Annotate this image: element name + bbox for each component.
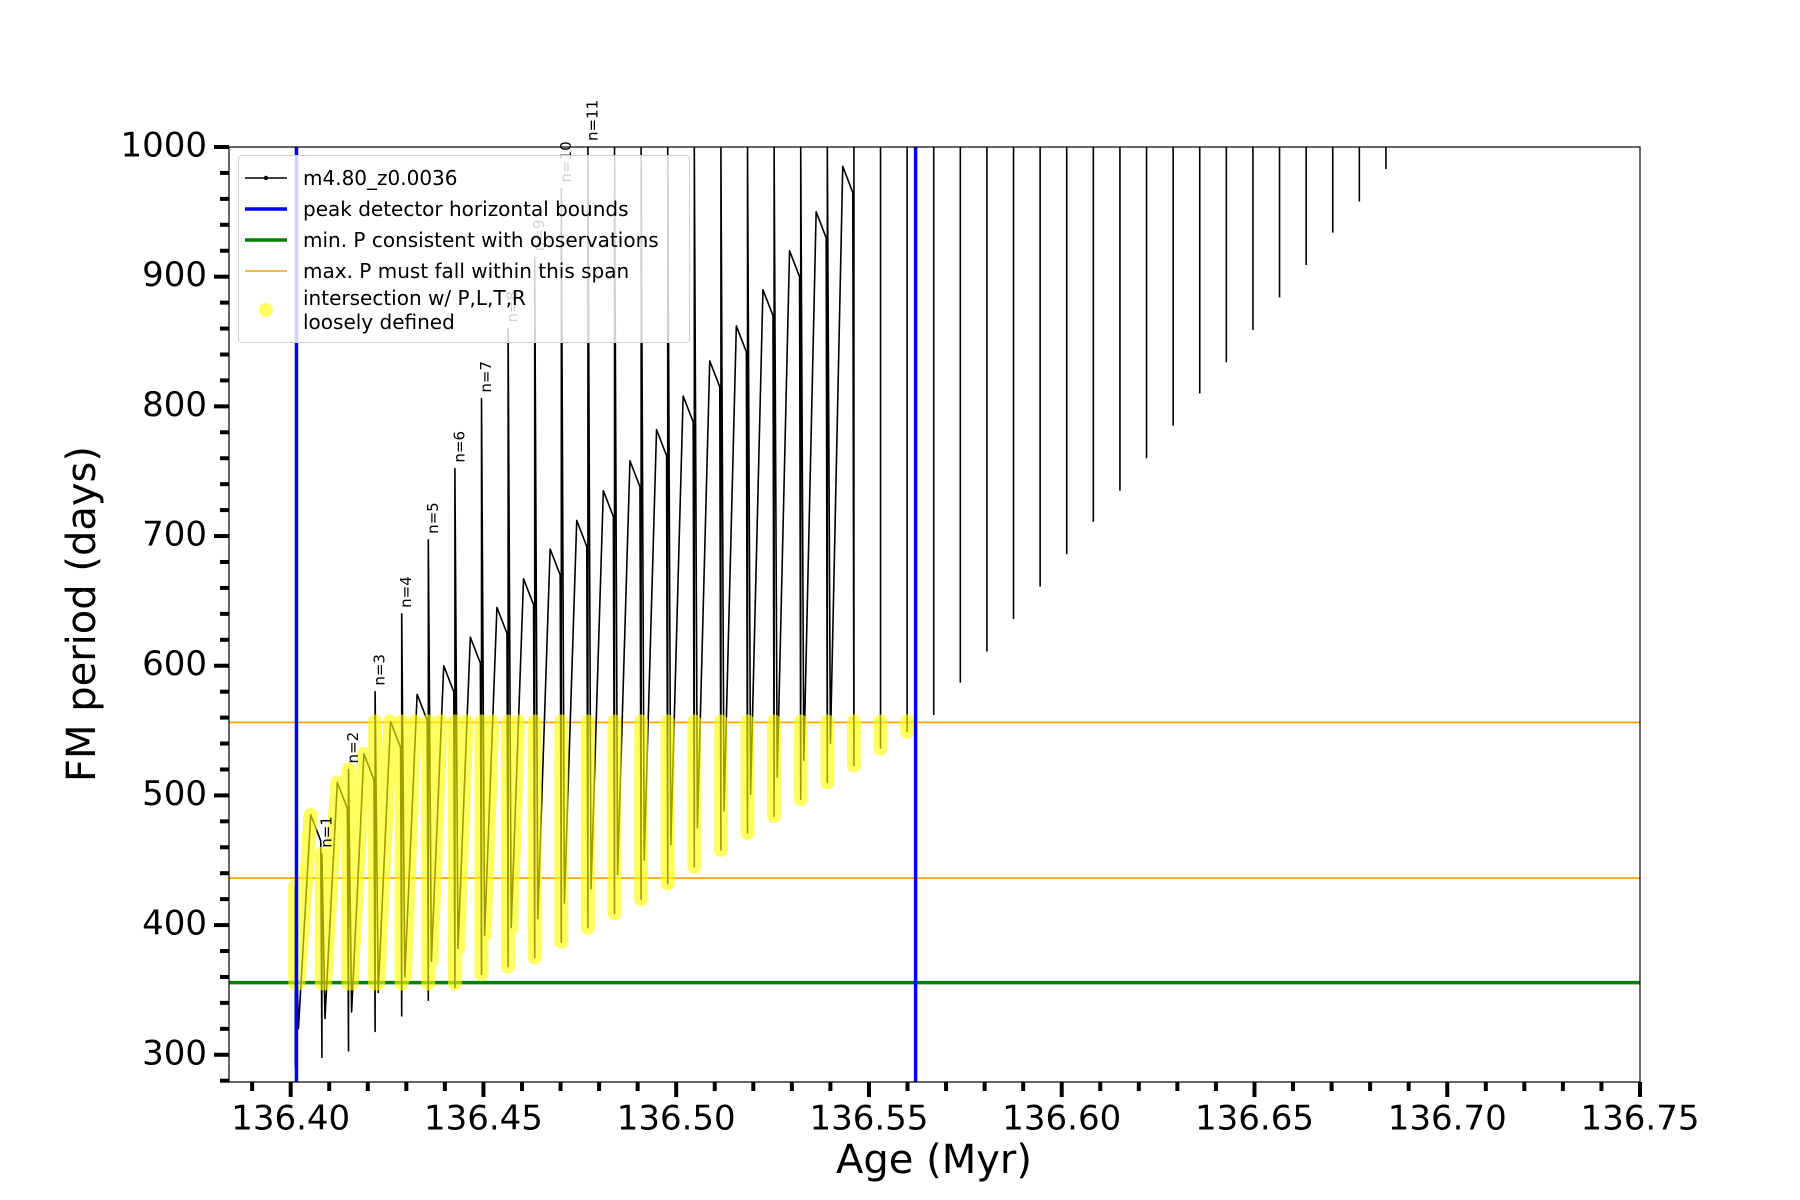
legend-label: peak detector horizontal bounds: [303, 196, 629, 221]
legend-entry: m4.80_z0.0036: [239, 162, 689, 193]
legend-entry: min. P consistent with observations: [239, 224, 689, 255]
x-tick-label: 136.75: [1581, 1099, 1700, 1139]
legend-swatch: [245, 175, 287, 180]
x-tick-label: 136.60: [1002, 1099, 1121, 1139]
legend-entry: intersection w/ P,L,T,R loosely defined: [239, 286, 689, 334]
y-tick-label: 900: [142, 255, 207, 295]
track-line: [294, 147, 1387, 1068]
x-tick-label: 136.40: [231, 1099, 350, 1139]
pulse-label: n=4: [397, 576, 415, 608]
pulse-label: n=1: [317, 816, 335, 848]
pulse-label: n=5: [424, 502, 442, 534]
legend-label: min. P consistent with observations: [303, 227, 659, 252]
intersection-highlight: [288, 714, 915, 991]
x-tick-label: 136.55: [809, 1099, 928, 1139]
y-tick-label: 800: [142, 385, 207, 425]
legend-symbol: [259, 303, 273, 317]
pulse-label: n=11: [583, 100, 601, 141]
legend-swatch: [245, 206, 287, 211]
pulse-label: n=2: [344, 732, 362, 764]
x-axis-label: Age (Myr): [836, 1137, 1032, 1183]
y-tick-label: 400: [142, 904, 207, 944]
legend-entry: peak detector horizontal bounds: [239, 193, 689, 224]
legend-label: intersection w/ P,L,T,R loosely defined: [303, 286, 526, 334]
y-tick-label: 500: [142, 774, 207, 814]
plot-data: [229, 147, 1640, 1082]
x-tick-label: 136.45: [424, 1099, 543, 1139]
pulse-label: n=6: [450, 431, 468, 463]
y-tick-label: 300: [142, 1033, 207, 1073]
y-tick-label: 1000: [120, 126, 207, 166]
legend-swatch: [259, 303, 273, 317]
legend-symbol: [263, 175, 269, 180]
legend-label: max. P must fall within this span: [303, 258, 630, 283]
x-tick-label: 136.70: [1388, 1099, 1507, 1139]
legend-swatch: [245, 237, 287, 242]
pulse-label: n=3: [371, 654, 389, 686]
legend-entry: max. P must fall within this span: [239, 255, 689, 286]
y-tick-label: 700: [142, 515, 207, 555]
x-tick-label: 136.50: [617, 1099, 736, 1139]
legend-swatch: [245, 269, 287, 272]
axes: 136.40 136.45 136.50 136.55 136.60 136.65 136.…: [120, 126, 1699, 1139]
pulse-label: n=7: [477, 361, 495, 393]
legend-label: m4.80_z0.0036: [303, 165, 458, 190]
y-axis-label: FM period (days): [59, 446, 105, 782]
y-tick-label: 600: [142, 644, 207, 684]
x-tick-label: 136.65: [1195, 1099, 1314, 1139]
